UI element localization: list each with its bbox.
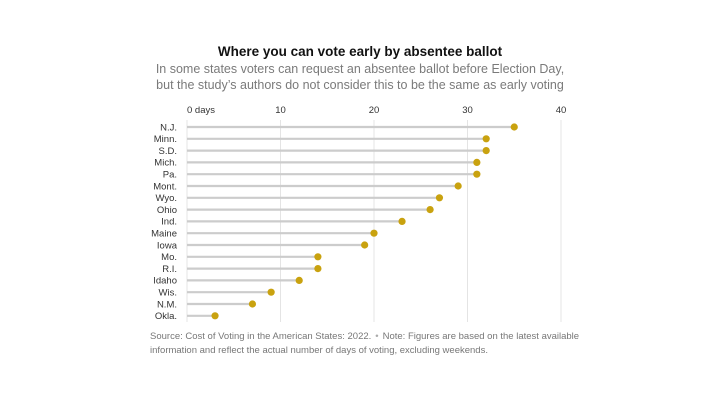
category-label: Mont. [153,181,177,192]
category-label: N.M. [157,299,177,310]
lollipop-dot [248,300,257,308]
x-tick-label: 0 days [187,105,215,116]
lollipop-dot [435,194,444,202]
lollipop-dot [473,158,481,166]
category-label: Wis. [159,288,177,299]
x-tick-label: 20 [369,105,380,116]
lollipop-chart: 0 days 10 20 30 40 N.J.Minn.S.D.Mich.Pa.Mont.… [151,105,567,322]
category-label: N.J. [160,122,177,133]
lollipop-dot [398,217,406,225]
category-label: Okla. [155,311,177,322]
lollipop-dot [482,135,490,143]
x-tick-label: 10 [275,105,286,116]
lollipop-dot [454,182,462,190]
lollipop-dot [370,229,378,237]
subtitle-line-1: In some states voters can request an abs… [155,62,565,76]
category-label: Maine [151,229,177,240]
lollipop-dot [295,276,303,284]
category-label: Mo. [161,252,177,263]
category-label: Mich. [154,158,177,169]
lollipop-dot [473,170,481,178]
footer-source: Source: Cost of Voting in the American S… [150,331,372,342]
category-label: Wyo. [155,193,177,204]
category-label: R.I. [162,264,177,275]
category-label: Iowa [157,240,178,251]
lollipop-dot [482,147,490,155]
lollipop-dot [267,288,275,296]
lollipop-dot [361,241,369,249]
footer-note: Note: Figures are based on the latest av… [150,331,580,356]
chart-subtitle: In some states voters can request an abs… [0,61,720,93]
lollipop-dot [314,265,322,273]
category-label: Ohio [157,205,177,216]
x-tick-label: 30 [462,105,473,116]
lollipop-dot [426,206,434,214]
category-label: Minn. [154,134,177,145]
lollipop-dot [211,312,219,320]
lollipop-dot [510,123,518,131]
category-label: Pa. [163,170,177,181]
category-label: Ind. [161,217,177,228]
x-tick-label: 40 [556,105,567,116]
category-label: Idaho [153,276,177,287]
footer-separator: • [375,331,379,342]
lollipop-dot [314,253,322,261]
subtitle-line-2: but the study’s authors do not consider … [156,78,564,92]
chart-footer: Source: Cost of Voting in the American S… [150,330,580,358]
category-label: S.D. [159,146,177,157]
chart-title: Where you can vote early by absentee bal… [217,44,503,59]
